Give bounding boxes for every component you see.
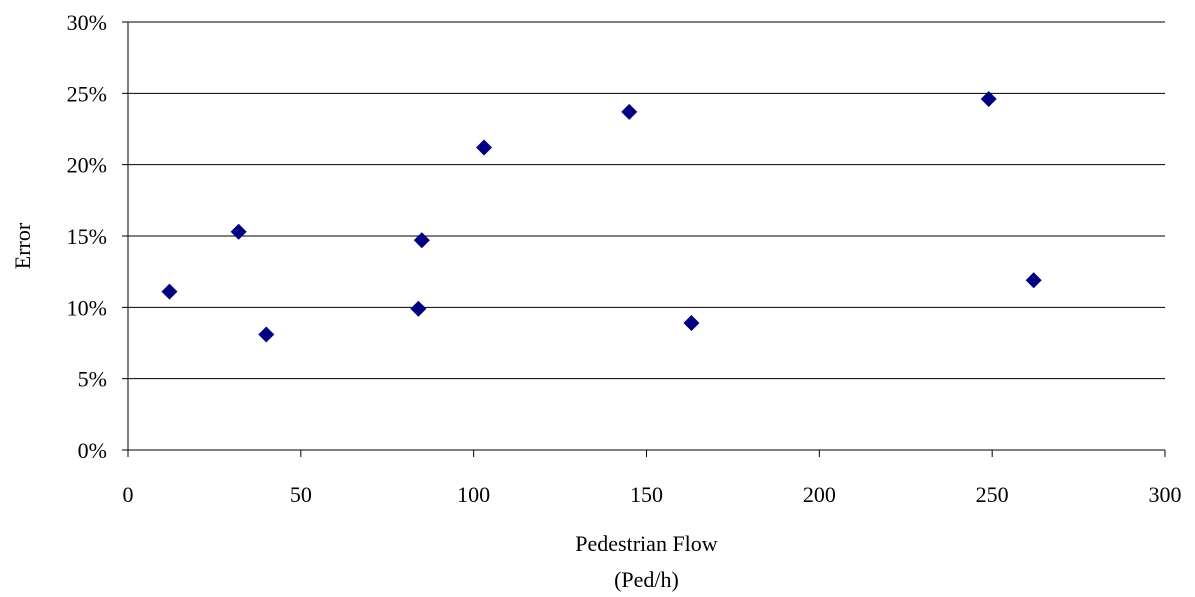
data-points	[161, 91, 1042, 343]
data-point	[980, 91, 997, 108]
data-point	[410, 300, 427, 317]
x-tick-label: 50	[290, 482, 312, 507]
y-tick-label: 10%	[67, 295, 107, 320]
x-axis-title: Pedestrian Flow	[575, 531, 717, 556]
y-tick-label: 15%	[67, 224, 107, 249]
x-tick-label: 300	[1149, 482, 1182, 507]
y-tick-label: 20%	[67, 153, 107, 178]
data-point	[161, 283, 178, 300]
data-point	[413, 232, 430, 249]
y-tick-label: 30%	[67, 10, 107, 35]
data-point	[230, 223, 247, 240]
gridlines	[128, 21, 1165, 380]
x-tick-label: 100	[457, 482, 490, 507]
y-tick-label: 0%	[78, 438, 107, 463]
y-tick-label: 5%	[78, 367, 107, 392]
y-tick-label: 25%	[67, 81, 107, 106]
x-axis-unit: (Ped/h)	[614, 567, 679, 592]
data-point	[683, 315, 700, 332]
y-axis-ticks: 0% 5% 10% 15% 20% 25% 30%	[67, 10, 128, 463]
x-tick-label: 250	[976, 482, 1009, 507]
data-point	[476, 139, 493, 156]
y-axis-title: Error	[10, 222, 35, 269]
x-tick-label: 150	[630, 482, 663, 507]
data-point	[258, 326, 275, 343]
x-axis-ticks: 0 50 100 150 200 250 300	[123, 450, 1182, 507]
x-tick-label: 0	[123, 482, 134, 507]
x-tick-label: 200	[803, 482, 836, 507]
data-point	[621, 103, 638, 120]
data-point	[1025, 272, 1042, 289]
